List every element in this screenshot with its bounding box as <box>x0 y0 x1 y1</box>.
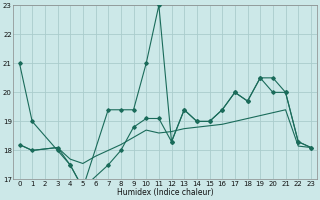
X-axis label: Humidex (Indice chaleur): Humidex (Indice chaleur) <box>117 188 213 197</box>
